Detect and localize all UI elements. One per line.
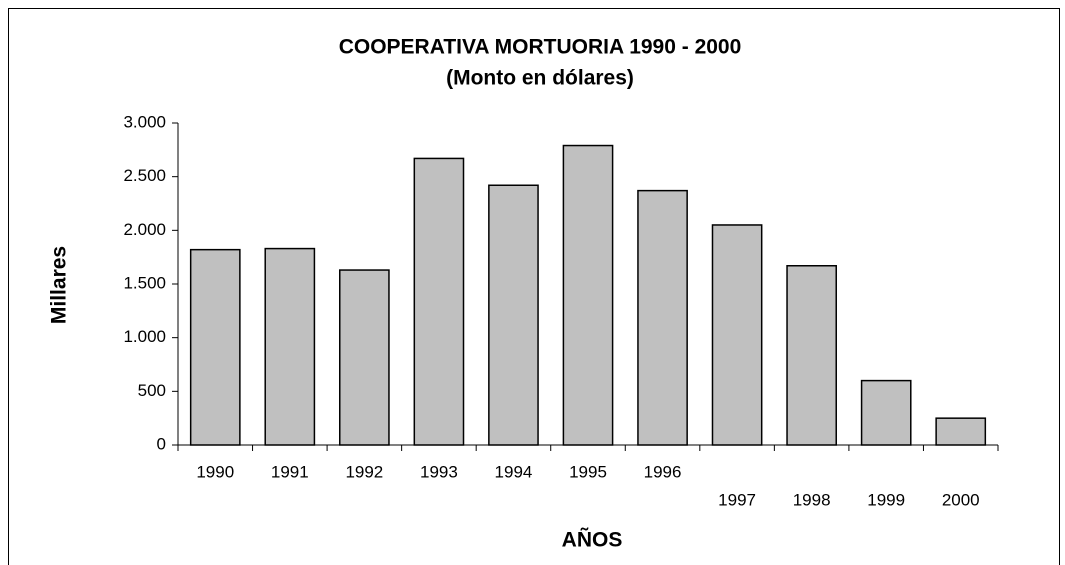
- bar: [488, 184, 539, 446]
- y-tick-label: 2.500: [123, 166, 166, 185]
- y-tick-label: 500: [138, 381, 166, 400]
- bar: [935, 417, 987, 446]
- x-tick-label: 1990: [196, 462, 234, 481]
- bar: [264, 247, 316, 446]
- y-tick-label: 1.500: [123, 273, 166, 292]
- bar: [860, 379, 912, 446]
- x-tick-label: 1998: [793, 490, 831, 509]
- x-tick-label: 1996: [644, 462, 682, 481]
- bar: [711, 224, 763, 446]
- bar: [339, 269, 390, 446]
- y-tick-label: 3.000: [123, 112, 166, 131]
- y-tick-label: 0: [157, 434, 166, 453]
- bar: [637, 189, 688, 446]
- bar: [786, 265, 837, 446]
- x-tick-label: 1995: [569, 462, 607, 481]
- x-axis-label: AÑOS: [562, 529, 623, 552]
- x-tick-label: 1993: [420, 462, 458, 481]
- x-tick-label: 1999: [867, 490, 905, 509]
- bar: [413, 157, 465, 446]
- y-tick-label: 1.000: [123, 327, 166, 346]
- y-axis-label: Millares: [48, 246, 71, 324]
- x-tick-label: 1994: [495, 462, 533, 481]
- chart-title: COOPERATIVA MORTUORIA 1990 - 2000: [339, 36, 742, 59]
- chart-subtitle: (Monto en dólares): [446, 67, 634, 90]
- x-tick-label: 2000: [942, 490, 980, 509]
- bar: [562, 144, 614, 446]
- x-tick-label: 1992: [345, 462, 383, 481]
- x-tick-label: 1997: [718, 490, 756, 509]
- x-tick-label: 1991: [271, 462, 309, 481]
- bar: [189, 248, 241, 446]
- y-tick-label: 2.000: [123, 220, 166, 239]
